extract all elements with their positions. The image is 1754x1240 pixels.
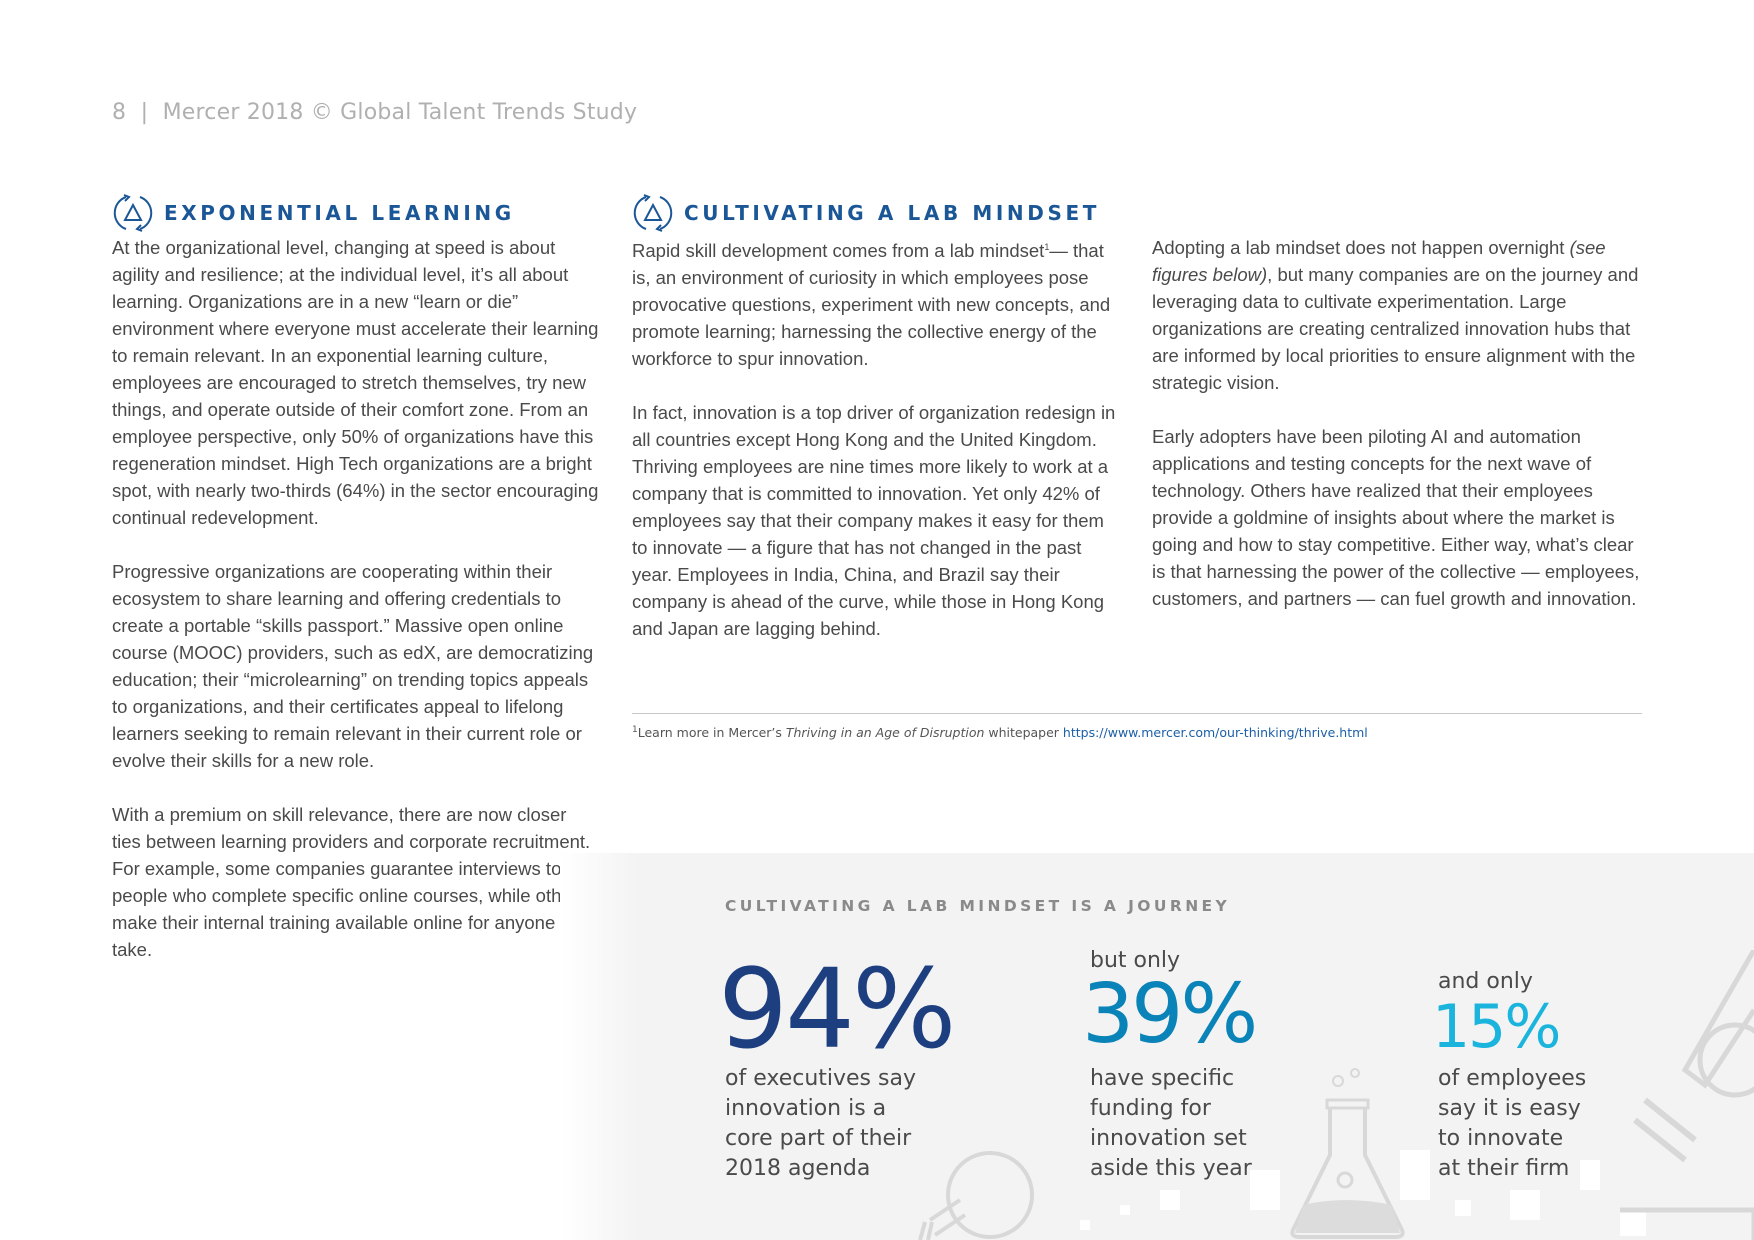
footnote-link[interactable]: https://www.mercer.com/our-thinking/thri… [1062, 725, 1368, 741]
flask-icon [1290, 1068, 1405, 1239]
stat-description-3: of employees say it is easy to innovate at … [1438, 1066, 1587, 1181]
microscope-icon [1620, 950, 1754, 1240]
separator: | [140, 100, 149, 125]
paragraph: Rapid skill development comes from a lab… [632, 240, 1111, 370]
column-3: Adopting a lab mindset does not happen o… [1152, 234, 1646, 639]
lightbulb-icon [918, 1151, 1034, 1240]
infographic-title: CULTIVATING A LAB MINDSET IS A JOURNEY [725, 897, 1231, 915]
paragraph: Early adopters have been piloting AI and… [1152, 426, 1640, 609]
pixel-squares-decoration [1080, 1150, 1646, 1236]
paragraph: Progressive organizations are cooperatin… [112, 561, 594, 771]
stat-description-1: of executives say innovation is a core par… [725, 1066, 916, 1181]
stat-15-percent: 15% [1432, 992, 1561, 1062]
paragraph: Adopting a lab mindset does not happen o… [1152, 237, 1639, 393]
paragraph: In fact, innovation is a top driver of o… [632, 402, 1116, 640]
header-title: Mercer 2018 © Global Talent Trends Study [162, 100, 638, 125]
footnote-divider [632, 713, 1642, 714]
column-1: At the organizational level, changing at… [112, 234, 600, 990]
paragraph: With a premium on skill relevance, there… [112, 804, 591, 960]
stat-39-percent: 39% [1082, 967, 1258, 1062]
column-2: Rapid skill development comes from a lab… [632, 234, 1124, 669]
footnote-ref: 1 [1044, 242, 1050, 252]
stat-94-percent: 94% [718, 945, 956, 1073]
cycle-triangle-icon [113, 194, 153, 232]
cycle-triangle-icon [633, 194, 673, 232]
infographic-panel [560, 853, 1754, 1240]
heading-text: CULTIVATING A LAB MINDSET [684, 201, 1100, 225]
section-heading-exponential-learning: EXPONENTIAL LEARNING [112, 192, 515, 234]
page-header: 8 | Mercer 2018 © Global Talent Trends S… [112, 100, 637, 125]
stat-description-2: have specific funding for innovation set as… [1090, 1066, 1252, 1181]
footnote: 1Learn more in Mercer’s Thriving in an A… [632, 725, 1368, 741]
page-number: 8 [112, 100, 127, 125]
paragraph: At the organizational level, changing at… [112, 237, 599, 528]
heading-text: EXPONENTIAL LEARNING [164, 201, 515, 225]
section-heading-lab-mindset: CULTIVATING A LAB MINDSET [632, 192, 1100, 234]
stat-prefix-2: but only [1090, 948, 1181, 973]
stat-prefix-3: and only [1438, 969, 1533, 994]
